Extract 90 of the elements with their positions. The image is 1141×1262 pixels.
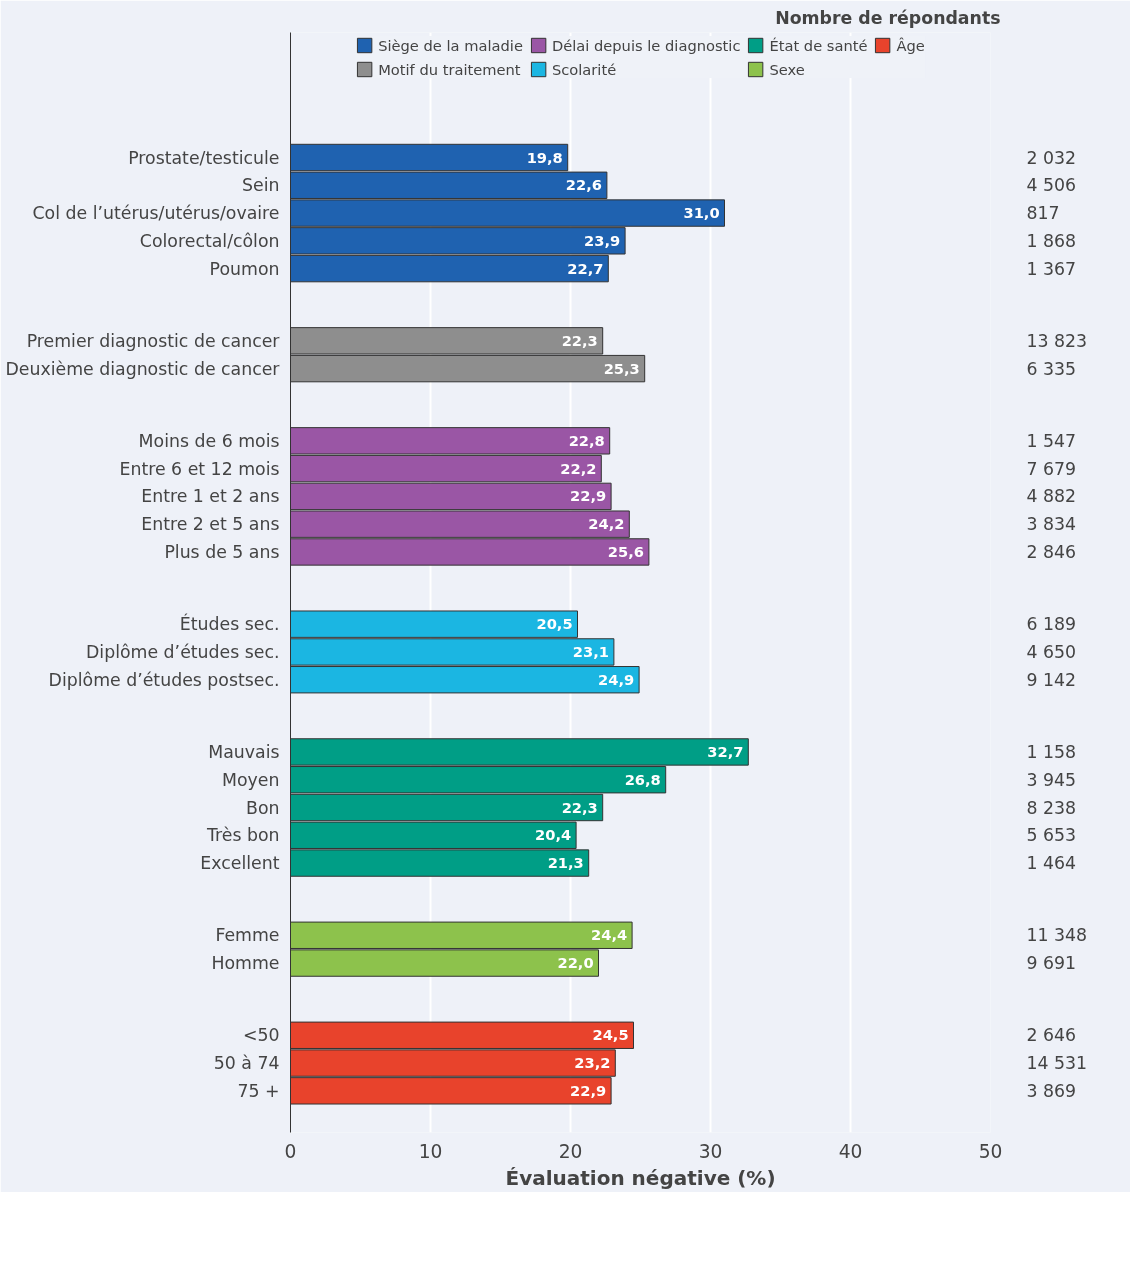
text: 6 189 <box>1026 614 1077 635</box>
text: 1 158 <box>1026 741 1077 762</box>
text: 3 869 <box>1026 1080 1077 1101</box>
data-label: 22,2 <box>560 459 597 477</box>
y-tick-label: Entre 6 et 12 mois <box>119 458 280 479</box>
legend-label: Sexe <box>769 60 805 78</box>
y-tick-label: Deuxième diagnostic de cancer <box>5 358 281 379</box>
y-tick-label: Homme <box>211 953 280 974</box>
data-label: 22,7 <box>567 259 604 277</box>
data-label: 20,4 <box>535 826 572 844</box>
text: 4 882 <box>1026 486 1077 507</box>
y-tick-label: Sein <box>242 175 280 196</box>
text: 817 <box>1026 203 1060 224</box>
y-tick-label: 50 à 74 <box>213 1053 280 1074</box>
y-tick-label: Colorectal/côlon <box>139 230 280 251</box>
y-tick-label: Bon <box>246 797 280 818</box>
x-tick-label: 50 <box>978 1140 1003 1162</box>
data-label: 22,3 <box>561 798 598 816</box>
data-label: 24,4 <box>591 926 628 944</box>
text: 9 142 <box>1026 669 1077 690</box>
text: 4 506 <box>1026 175 1077 196</box>
data-label: 23,9 <box>584 231 621 249</box>
text: Nombre de répondants <box>775 7 1001 28</box>
text: 7 679 <box>1026 458 1077 479</box>
text: 2 846 <box>1026 541 1077 562</box>
legend-label: Siège de la maladie <box>378 36 523 54</box>
text: 2 646 <box>1026 1025 1077 1046</box>
y-tick-label: Moins de 6 mois <box>138 430 280 451</box>
data-label: 25,3 <box>603 359 640 377</box>
text: 4 650 <box>1026 641 1077 662</box>
x-tick-label: 40 <box>838 1140 863 1162</box>
legend-label: Scolarité <box>551 60 617 78</box>
text: 11 348 <box>1026 925 1088 946</box>
y-tick-label: Diplôme d’études sec. <box>86 641 280 662</box>
data-label: 20,5 <box>536 615 573 633</box>
x-tick-label: 0 <box>284 1140 297 1162</box>
text: 1 367 <box>1026 258 1077 279</box>
y-tick-label: Poumon <box>209 258 280 279</box>
text: 13 823 <box>1026 330 1088 351</box>
x-tick-label: 20 <box>558 1140 583 1162</box>
y-tick-label: Mauvais <box>208 741 280 762</box>
data-label: 23,1 <box>572 642 610 660</box>
x-tick-label: 30 <box>698 1140 723 1162</box>
y-tick-label: Très bon <box>205 825 280 846</box>
y-tick-label: <50 <box>242 1025 280 1046</box>
text: 2 032 <box>1026 147 1077 168</box>
text: 1 547 <box>1026 430 1077 451</box>
data-label: 25,6 <box>607 542 645 560</box>
y-tick-label: Entre 1 et 2 ans <box>141 486 280 507</box>
y-tick-label: Prostate/testicule <box>128 147 280 168</box>
y-tick-label: Diplôme d’études postsec. <box>48 669 280 690</box>
text: 8 238 <box>1026 797 1077 818</box>
data-label: 23,2 <box>574 1054 611 1072</box>
data-label: 31,0 <box>683 204 720 222</box>
text: 6 335 <box>1026 358 1077 379</box>
text: 9 691 <box>1026 953 1077 974</box>
y-tick-label: Col de l’utérus/utérus/ovaire <box>32 203 280 224</box>
y-tick-label: Entre 2 et 5 ans <box>141 514 280 535</box>
data-label: 19,8 <box>526 148 563 166</box>
data-label: 22,0 <box>557 954 594 972</box>
y-tick-label: Premier diagnostic de cancer <box>26 330 281 351</box>
x-axis-title: Évaluation négative (%) <box>505 1165 776 1190</box>
data-label: 32,7 <box>707 742 744 760</box>
y-tick-label: Femme <box>215 925 280 946</box>
x-tick-label: 10 <box>418 1140 443 1162</box>
data-label: 24,2 <box>588 515 625 533</box>
text: 1 868 <box>1026 230 1077 251</box>
legend-label: Délai depuis le diagnostic <box>551 36 741 54</box>
data-label: 22,6 <box>565 176 603 194</box>
data-label: 22,8 <box>568 431 605 449</box>
text: 3 945 <box>1026 769 1077 790</box>
data-label: 26,8 <box>624 770 661 788</box>
y-tick-label: 75 + <box>237 1080 280 1101</box>
legend-label: Âge <box>896 36 925 54</box>
legend-label: État de santé <box>769 36 868 54</box>
y-tick-label: Moyen <box>222 769 280 790</box>
data-label: 22,9 <box>570 487 607 505</box>
data-label: 21,3 <box>547 854 584 872</box>
text: 3 834 <box>1026 514 1077 535</box>
data-label: 22,9 <box>570 1081 607 1099</box>
y-tick-label: Études sec. <box>179 613 280 635</box>
data-label: 24,5 <box>592 1026 629 1044</box>
data-label: 22,3 <box>561 331 598 349</box>
y-tick-label: Excellent <box>200 853 280 874</box>
text: 5 653 <box>1026 825 1077 846</box>
y-tick-label: Plus de 5 ans <box>164 541 280 562</box>
text: 1 464 <box>1026 853 1077 874</box>
text: 14 531 <box>1026 1053 1088 1074</box>
legend-label: Motif du traitement <box>378 60 521 78</box>
data-label: 24,9 <box>598 670 635 688</box>
